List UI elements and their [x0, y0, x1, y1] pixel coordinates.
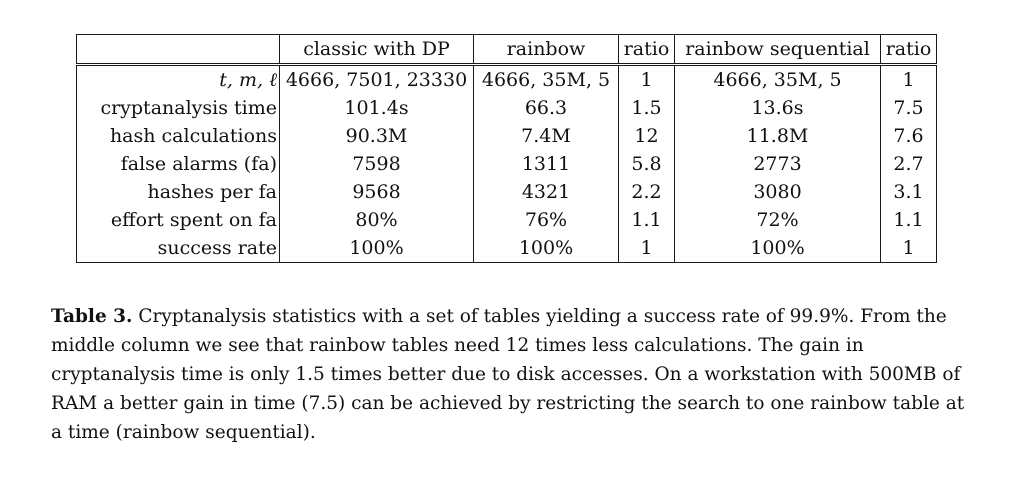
- table-cell: 5.8: [618, 150, 675, 178]
- table-cell: 1.5: [618, 94, 675, 122]
- table-cell: 100%: [473, 234, 619, 263]
- table-cell-highlight: 7.5: [880, 94, 937, 122]
- row-label: hashes per fa: [76, 178, 280, 206]
- header-cell-rainbow: rainbow: [473, 34, 619, 66]
- table-cell: 4666, 7501, 23330: [279, 64, 474, 94]
- row-label: success rate: [76, 234, 280, 263]
- header-cell-rainbow-sequential: rainbow sequential: [674, 34, 881, 66]
- table-cell: 4666, 35M, 5: [473, 64, 619, 94]
- header-cell-ratio: ratio: [618, 34, 675, 66]
- table-row: false alarms (fa) 7598 1311 5.8 2773 2.7: [76, 150, 937, 178]
- table-caption: Table 3. Cryptanalysis statistics with a…: [51, 302, 971, 447]
- table-cell: 80%: [279, 206, 474, 234]
- table-cell: 7598: [279, 150, 474, 178]
- table-cell: 1: [618, 64, 675, 94]
- table-row: effort spent on fa 80% 76% 1.1 72% 1.1: [76, 206, 937, 234]
- table-row: t, m, ℓ 4666, 7501, 23330 4666, 35M, 5 1…: [76, 64, 937, 94]
- table-row: success rate 100% 100% 1 100% 1: [76, 234, 937, 263]
- table-cell: 9568: [279, 178, 474, 206]
- table-cell: 1: [880, 64, 937, 94]
- table-cell: 72%: [674, 206, 881, 234]
- table-cell: 101.4s: [279, 94, 474, 122]
- table-cell: 11.8M: [674, 122, 881, 150]
- header-cell-classic-with-dp: classic with DP: [279, 34, 474, 66]
- caption-text: Cryptanalysis statistics with a set of t…: [51, 306, 965, 443]
- header-cell-empty: [76, 34, 280, 66]
- table-cell: 1: [880, 234, 937, 263]
- row-label: t, m, ℓ: [76, 64, 280, 94]
- cryptanalysis-statistics-table: classic with DP rainbow ratio rainbow se…: [76, 34, 937, 263]
- table-cell: 1: [618, 234, 675, 263]
- table-cell: 1.1: [618, 206, 675, 234]
- table-cell: 13.6s: [674, 94, 881, 122]
- row-label: cryptanalysis time: [76, 94, 280, 122]
- table-cell: 4321: [473, 178, 619, 206]
- table-cell: 3.1: [880, 178, 937, 206]
- statistics-table-container: classic with DP rainbow ratio rainbow se…: [76, 34, 937, 263]
- table-cell-highlight: 12: [618, 122, 675, 150]
- table-row: cryptanalysis time 101.4s 66.3 1.5 13.6s…: [76, 94, 937, 122]
- table-cell: 1.1: [880, 206, 937, 234]
- caption-label: Table 3.: [51, 306, 133, 327]
- table-cell: 2773: [674, 150, 881, 178]
- table-cell: 100%: [279, 234, 474, 263]
- header-cell-ratio-sequential: ratio: [880, 34, 937, 66]
- row-label: effort spent on fa: [76, 206, 280, 234]
- table-row: hashes per fa 9568 4321 2.2 3080 3.1: [76, 178, 937, 206]
- table-cell: 90.3M: [279, 122, 474, 150]
- table-header-row: classic with DP rainbow ratio rainbow se…: [76, 34, 937, 66]
- table-cell: 76%: [473, 206, 619, 234]
- row-label: hash calculations: [76, 122, 280, 150]
- table-cell: 7.4M: [473, 122, 619, 150]
- table-cell: 66.3: [473, 94, 619, 122]
- table-cell: 4666, 35M, 5: [674, 64, 881, 94]
- table-cell: 2.7: [880, 150, 937, 178]
- table-cell: 100%: [674, 234, 881, 263]
- table-cell: 1311: [473, 150, 619, 178]
- table-cell: 7.6: [880, 122, 937, 150]
- row-label: false alarms (fa): [76, 150, 280, 178]
- table-cell: 2.2: [618, 178, 675, 206]
- table-cell: 3080: [674, 178, 881, 206]
- table-row: hash calculations 90.3M 7.4M 12 11.8M 7.…: [76, 122, 937, 150]
